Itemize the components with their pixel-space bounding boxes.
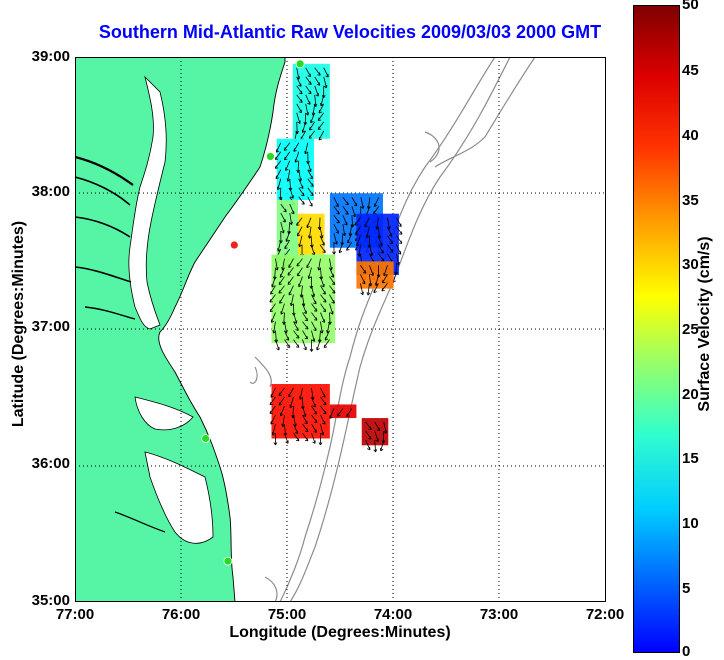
map-title: Southern Mid-Atlantic Raw Velocities 200… [60, 22, 640, 43]
y-axis-label: Latitude (Degrees:Minutes) [10, 209, 28, 439]
velocity-cell [356, 261, 393, 288]
lon-tick: 73:00 [464, 606, 534, 623]
lon-tick: 76:00 [146, 606, 216, 623]
colorbar-tick: 10 [682, 515, 699, 532]
colorbar-tick: 40 [682, 127, 699, 144]
radar-station-marker[interactable] [296, 60, 304, 68]
lon-tick: 75:00 [252, 606, 322, 623]
colorbar-tick: 35 [682, 192, 699, 209]
radar-station-marker[interactable] [202, 435, 210, 443]
colorbar-tick: 0 [682, 643, 690, 660]
lat-tick: 39:00 [0, 48, 70, 65]
radar-station-marker[interactable] [266, 152, 274, 160]
colorbar-tick: 50 [682, 0, 699, 13]
velocity-cell [330, 404, 357, 418]
colorbar-gradient [634, 6, 680, 653]
map-plot[interactable] [75, 57, 606, 602]
x-axis-label: Longitude (Degrees:Minutes) [75, 624, 605, 642]
colorbar-tick: 15 [682, 450, 699, 467]
colorbar-tick: 45 [682, 62, 699, 79]
lon-tick: 74:00 [358, 606, 428, 623]
radar-station-marker[interactable] [224, 557, 232, 565]
lat-tick: 36:00 [0, 455, 70, 472]
colorbar [633, 5, 680, 653]
colorbar-label: Surface Velocity (cm/s) [696, 209, 714, 439]
colorbar-tick: 5 [682, 580, 690, 597]
lon-tick: 72:00 [570, 606, 640, 623]
lat-tick: 38:00 [0, 183, 70, 200]
velocity-cell [271, 384, 329, 439]
lon-tick: 77:00 [40, 606, 110, 623]
radar-station-marker[interactable] [230, 241, 238, 249]
